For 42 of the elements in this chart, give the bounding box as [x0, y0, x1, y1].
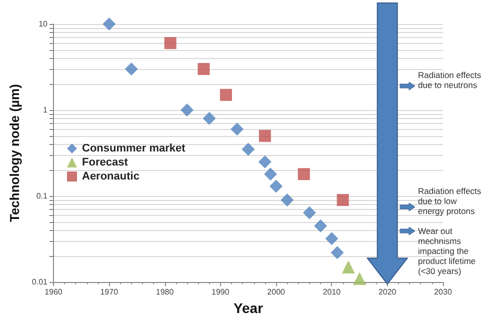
y-tick-label: 0.01	[32, 278, 48, 287]
x-tick-label: 2000	[267, 288, 286, 297]
point	[336, 194, 349, 206]
point	[342, 260, 355, 274]
point	[258, 130, 271, 142]
point	[298, 168, 310, 180]
point	[258, 155, 272, 168]
point	[198, 62, 210, 75]
point	[124, 62, 138, 76]
annotation: Radiation effects due to low energy protons	[418, 186, 484, 216]
x-tick-label: 1970	[100, 288, 119, 297]
point	[325, 232, 338, 246]
x-tick-label: 2010	[322, 288, 342, 297]
x-tick-label: 2020	[378, 288, 397, 297]
point	[270, 180, 283, 193]
x-tick-label: 1980	[156, 288, 174, 297]
point	[353, 272, 366, 286]
y-tick-label: 0.1	[36, 192, 48, 201]
x-tick-label: 1960	[44, 288, 63, 297]
point	[264, 168, 277, 181]
x-tick-label: 2030	[434, 288, 452, 297]
x-axis-title: Year	[233, 300, 264, 316]
y-axis-title: Technology node (µm)	[7, 84, 22, 222]
legend-label: Aeronautic	[82, 170, 140, 182]
point	[314, 219, 328, 232]
annotation: Radiation effects due to neutrons	[418, 70, 484, 90]
y-tick-label: 10	[38, 20, 48, 28]
y-tick-label: 1	[43, 106, 48, 115]
point	[280, 194, 294, 207]
annotation: Wear out mechnisms impacting the product lifetime (<30 years)	[418, 226, 478, 276]
point	[302, 206, 316, 220]
point	[102, 18, 116, 30]
point	[164, 37, 176, 50]
point	[230, 122, 244, 136]
point	[242, 142, 255, 156]
legend-label: Forecast	[82, 156, 128, 168]
point	[330, 246, 344, 260]
point	[202, 112, 216, 125]
x-tick-label: 1990	[212, 288, 230, 297]
point	[220, 88, 232, 101]
legend-label: Consummer market	[82, 142, 186, 154]
point	[180, 104, 194, 117]
